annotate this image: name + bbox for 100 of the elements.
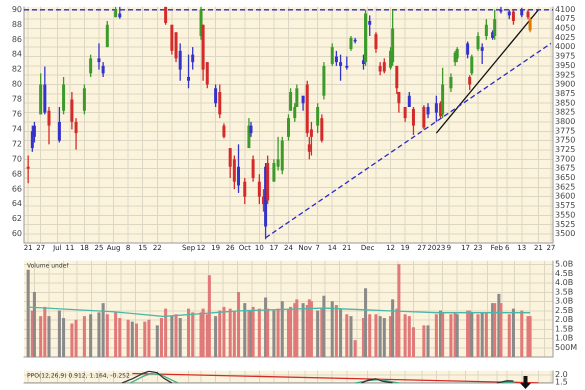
y-tick-label: 4075: [555, 14, 576, 24]
y-tick-label: 3800: [555, 116, 576, 126]
y-tick-label: 3625: [555, 182, 576, 192]
y-tick-label: 3525: [555, 220, 576, 229]
candlestick: [512, 9, 515, 26]
bar: [397, 264, 400, 358]
candlestick: [106, 20, 109, 48]
bar: [528, 316, 532, 358]
candlestick: [484, 18, 488, 40]
candlestick: [528, 16, 532, 33]
bar: [174, 314, 178, 358]
bar: [276, 308, 280, 358]
y-tick-label: 2.0: [555, 370, 568, 380]
candlestick: [258, 174, 261, 205]
bar: [330, 301, 334, 358]
y-tick-label: 4100: [555, 4, 576, 14]
candlestick: [368, 14, 372, 37]
candlestick: [526, 9, 530, 20]
candlestick: [58, 106, 61, 144]
candlestick: [320, 114, 324, 144]
y2-tick-label: 62: [12, 214, 22, 224]
bar: [74, 320, 78, 358]
y-tick-label: 3600: [555, 192, 576, 201]
bar: [449, 314, 452, 358]
candlestick: [378, 61, 382, 76]
y-tick-label: 4025: [555, 32, 576, 42]
bar: [43, 306, 46, 358]
candlestick: [382, 58, 386, 74]
y-tick-label: 3775: [555, 126, 576, 136]
bar: [114, 312, 118, 358]
bar: [289, 306, 292, 358]
candlestick: [468, 74, 472, 91]
candlestick: [252, 154, 255, 182]
candlestick: [47, 106, 50, 145]
bar: [26, 270, 30, 358]
bar: [391, 299, 394, 358]
candlestick: [476, 32, 480, 52]
bar: [258, 308, 261, 358]
bar: [70, 324, 74, 358]
y-tick-label: 3750: [555, 136, 576, 145]
bar: [214, 316, 218, 358]
candlestick: [349, 35, 352, 52]
bar: [170, 316, 174, 358]
y-tick-label: 3675: [555, 164, 576, 173]
candlestick: [302, 95, 305, 112]
candlestick: [243, 177, 246, 205]
bar: [202, 308, 205, 358]
bar: [354, 340, 357, 358]
candlestick: [470, 54, 474, 76]
candlestick: [187, 54, 190, 89]
candlestick: [456, 46, 459, 63]
y-tick-label: 3500: [555, 229, 576, 238]
bar: [378, 316, 382, 358]
bar: [280, 301, 284, 358]
bar: [480, 312, 484, 358]
bar: [218, 310, 222, 358]
candlestick: [74, 118, 78, 150]
bar: [106, 314, 109, 358]
y-tick-label: 3.0B: [555, 296, 574, 306]
bar: [236, 292, 240, 358]
candlestick: [178, 42, 182, 82]
bar: [130, 322, 134, 358]
y-tick-label: 3925: [555, 70, 576, 80]
y-tick-label: 3950: [555, 60, 576, 70]
candlestick: [164, 6, 168, 26]
candlestick: [272, 158, 276, 182]
y2-tick-label: 60: [12, 229, 22, 238]
bar: [349, 316, 353, 358]
bar: [404, 314, 407, 358]
candlestick: [97, 42, 100, 70]
bar: [89, 314, 92, 358]
candlestick: [191, 46, 194, 70]
y2-tick-label: 74: [12, 124, 22, 134]
y2-tick-label: 68: [12, 169, 22, 178]
y-tick-label: 3.5B: [555, 287, 574, 296]
y-tick-label: 4050: [555, 24, 576, 33]
candlestick: [82, 84, 86, 116]
y2-tick-label: 64: [12, 199, 22, 208]
y-tick-label: 2.0B: [555, 315, 574, 324]
bar: [156, 325, 159, 358]
bar: [512, 308, 515, 358]
bar: [47, 316, 51, 358]
candlestick: [70, 91, 74, 130]
y2-tick-label: 66: [12, 184, 22, 194]
bar: [508, 314, 511, 358]
candlestick: [330, 42, 334, 66]
bar: [408, 316, 411, 358]
candlestick: [434, 95, 438, 123]
y-tick-label: 3975: [555, 52, 576, 61]
y2-tick-label: 78: [12, 94, 22, 104]
y2-tick-label: 88: [12, 20, 22, 29]
bar: [322, 296, 326, 358]
bar: [82, 316, 86, 358]
bar: [520, 310, 524, 358]
candlestick: [250, 121, 253, 138]
bar: [126, 320, 130, 358]
y-tick-label: 1.0B: [555, 334, 574, 343]
y-tick-label: 4.0B: [555, 278, 574, 288]
y2-tick-label: 82: [12, 64, 22, 74]
bar: [364, 288, 368, 358]
